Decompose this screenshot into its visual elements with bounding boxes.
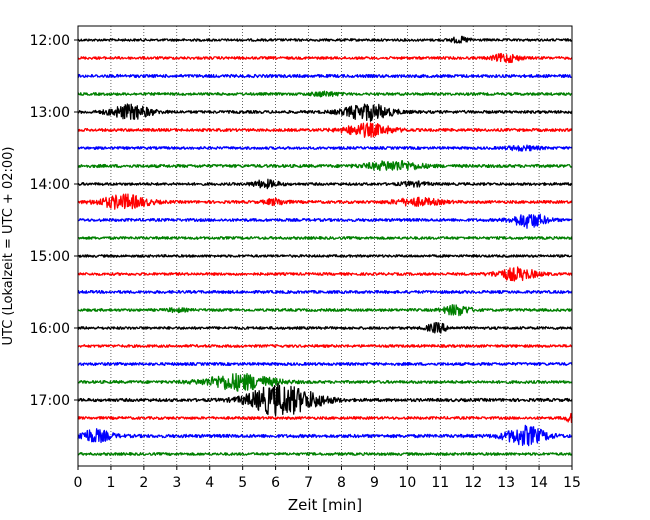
x-axis: 0 1 2 3 4 5 6 7 8 9 10 11 12 13 14 15 bbox=[74, 466, 581, 491]
trace-1330 bbox=[77, 144, 573, 152]
trace-1500 bbox=[77, 254, 573, 258]
x-tick-label: 12 bbox=[464, 475, 482, 491]
y-axis: 12:00 13:00 14:00 15:00 16:00 17:00 bbox=[30, 33, 78, 409]
trace-1515 bbox=[77, 266, 573, 282]
trace-1230 bbox=[77, 73, 573, 79]
trace-1400 bbox=[77, 178, 573, 190]
trace-1600 bbox=[77, 321, 573, 334]
x-tick-label: 13 bbox=[497, 475, 515, 491]
x-tick-label: 15 bbox=[563, 475, 581, 491]
y-tick-label: 12:00 bbox=[30, 33, 70, 49]
trace-1415 bbox=[77, 193, 573, 210]
x-tick-label: 1 bbox=[106, 475, 115, 491]
trace-1715 bbox=[77, 412, 573, 424]
x-tick-label: 8 bbox=[337, 475, 346, 491]
x-grid bbox=[110, 26, 540, 466]
trace-1215 bbox=[77, 52, 573, 64]
y-axis-label: UTC (Lokalzeit = UTC + 02:00) bbox=[1, 147, 16, 346]
x-tick-label: 11 bbox=[431, 475, 449, 491]
trace-1545 bbox=[77, 304, 573, 317]
y-tick-label: 14:00 bbox=[30, 177, 70, 193]
trace-1615 bbox=[77, 344, 573, 348]
x-tick-label: 4 bbox=[205, 475, 214, 491]
trace-1730 bbox=[77, 424, 573, 447]
x-tick-label: 9 bbox=[370, 475, 379, 491]
x-tick-label: 3 bbox=[172, 475, 181, 491]
y-tick-label: 13:00 bbox=[30, 105, 70, 121]
trace-1245 bbox=[77, 90, 573, 98]
x-tick-label: 5 bbox=[238, 475, 247, 491]
x-tick-label: 14 bbox=[530, 475, 548, 491]
trace-group bbox=[77, 35, 573, 456]
y-tick-label: 17:00 bbox=[30, 393, 70, 409]
plot-frame bbox=[77, 25, 573, 467]
trace-1645 bbox=[77, 372, 573, 392]
trace-1315 bbox=[77, 122, 573, 138]
trace-1300 bbox=[77, 103, 573, 122]
trace-1745 bbox=[77, 452, 573, 456]
x-tick-label: 6 bbox=[271, 475, 280, 491]
trace-1530 bbox=[77, 289, 573, 295]
plot-area bbox=[78, 26, 572, 466]
trace-1200 bbox=[77, 35, 573, 44]
x-tick-label: 2 bbox=[139, 475, 148, 491]
x-tick-label: 10 bbox=[398, 475, 416, 491]
y-tick-label: 15:00 bbox=[30, 249, 70, 265]
x-axis-label: Zeit [min] bbox=[288, 496, 362, 514]
trace-1700 bbox=[77, 382, 573, 417]
trace-1345 bbox=[77, 160, 573, 172]
y-tick-label: 16:00 bbox=[30, 321, 70, 337]
trace-1430 bbox=[77, 213, 573, 229]
x-tick-label: 7 bbox=[304, 475, 313, 491]
x-tick-label: 0 bbox=[74, 475, 83, 491]
trace-1445 bbox=[77, 236, 573, 240]
trace-1630 bbox=[77, 361, 573, 367]
